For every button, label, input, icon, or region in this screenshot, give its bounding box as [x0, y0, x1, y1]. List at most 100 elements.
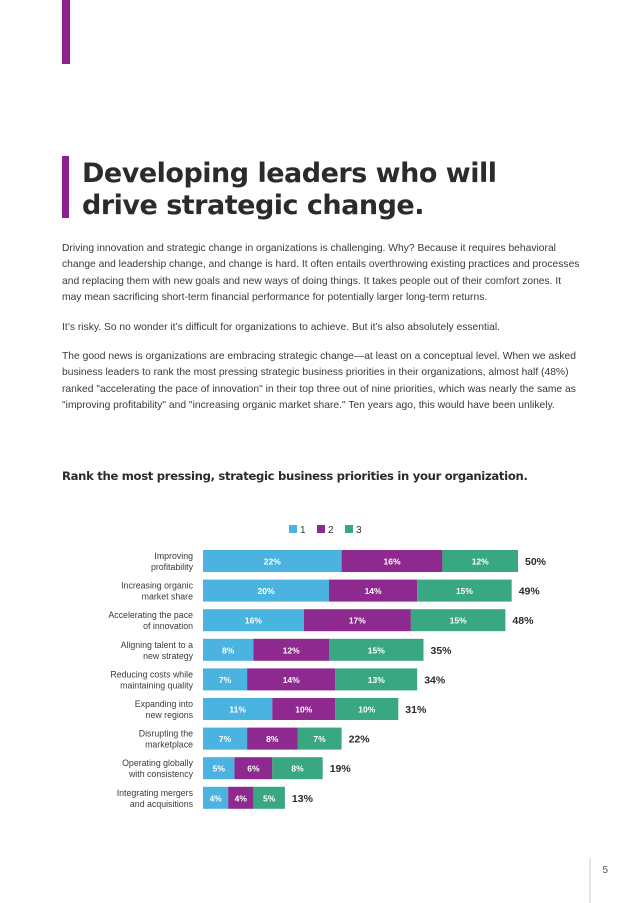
bar-segment [417, 579, 512, 602]
bar-segment [247, 668, 336, 691]
bar-value-label: 14% [283, 675, 300, 685]
paragraph: It’s risky. So no wonder it’s difficult … [62, 321, 501, 333]
bar-value-label: 12% [472, 557, 489, 567]
bar-total-label: 34% [424, 674, 446, 686]
bar-segment [303, 609, 411, 632]
category-label: marketplace [145, 740, 193, 750]
bar-value-label: 16% [383, 557, 400, 567]
page-number-rule [589, 858, 591, 903]
legend-swatch [317, 525, 325, 533]
category-label: Accelerating the pace [108, 610, 193, 620]
category-label: Increasing organic [121, 581, 193, 591]
category-label: maintaining quality [120, 680, 193, 690]
bar-value-label: 22% [264, 557, 281, 567]
bar-segment [203, 550, 342, 572]
bar-value-label: 7% [313, 734, 326, 744]
category-label: Integrating mergers [117, 788, 194, 798]
bar-segment [272, 698, 336, 720]
bar-total-label: 35% [431, 645, 453, 657]
bar-value-label: 10% [358, 705, 375, 715]
bar-value-label: 15% [456, 586, 473, 596]
category-label: Disrupting the [139, 729, 193, 739]
bar-segment [272, 757, 323, 780]
bar-total-label: 50% [525, 556, 547, 568]
bar-segment [253, 786, 285, 809]
bar-segment [203, 579, 329, 602]
title-line-2: drive strategic change. [82, 190, 425, 221]
bar-segment [203, 638, 254, 661]
category-label: Operating globally [122, 758, 194, 768]
bar-segment [442, 550, 518, 572]
bar-total-label: 49% [519, 586, 541, 598]
category-label: of innovation [143, 621, 193, 631]
bar-value-label: 17% [349, 616, 366, 626]
bar-value-label: 5% [263, 793, 276, 803]
bar-value-label: 11% [229, 705, 246, 715]
legend-label: 3 [356, 525, 362, 536]
bar-segment [335, 698, 399, 720]
bar-value-label: 14% [365, 586, 382, 596]
legend-label: 1 [300, 525, 306, 536]
bar-segment [335, 668, 418, 691]
bar-segment [234, 757, 273, 780]
title-accent-bar [62, 156, 69, 218]
bar-segment [247, 727, 298, 750]
bar-value-label: 4% [209, 793, 222, 803]
chart-heading: Rank the most pressing, strategic busine… [62, 469, 528, 483]
bar-segment [253, 638, 329, 661]
bar-value-label: 5% [213, 764, 226, 774]
category-label: with consistency [128, 769, 194, 779]
bar-total-label: 19% [330, 763, 352, 775]
bar-segment [410, 609, 506, 632]
bar-value-label: 20% [257, 586, 274, 596]
bar-value-label: 16% [245, 616, 262, 626]
category-label: Expanding into [135, 699, 193, 709]
bar-value-label: 4% [235, 793, 248, 803]
category-label: new strategy [143, 651, 193, 661]
bar-value-label: 7% [219, 675, 232, 685]
legend-swatch [345, 525, 353, 533]
bar-value-label: 7% [219, 734, 232, 744]
bar-value-label: 8% [266, 734, 279, 744]
paragraph: Driving innovation and strategic change … [62, 243, 580, 304]
top-accent-bar [62, 0, 70, 64]
bar-value-label: 13% [368, 675, 385, 685]
bar-segment [329, 638, 424, 661]
bar-value-label: 8% [291, 764, 304, 774]
bar-segment [329, 579, 418, 602]
bar-segment [341, 550, 443, 572]
legend-label: 2 [328, 525, 334, 536]
bar-value-label: 15% [368, 645, 385, 655]
bar-segment [228, 786, 254, 809]
category-label: new regions [146, 710, 194, 720]
category-label: market share [142, 592, 193, 602]
category-label: profitability [151, 562, 194, 572]
category-label: Aligning talent to a [121, 640, 193, 650]
legend-swatch [289, 525, 297, 533]
page-title: Developing leaders who will drive strate… [82, 158, 602, 222]
bar-segment [203, 786, 229, 809]
bar-segment [203, 698, 273, 720]
body-text: Driving innovation and strategic change … [62, 241, 582, 428]
paragraph: The good news is organizations are embra… [62, 351, 576, 412]
bar-value-label: 12% [283, 645, 300, 655]
bar-total-label: 31% [405, 704, 427, 716]
bar-segment [203, 668, 248, 691]
category-label: Improving [154, 551, 193, 561]
bar-segment [203, 609, 304, 632]
bar-value-label: 10% [295, 705, 312, 715]
bar-value-label: 15% [450, 616, 467, 626]
category-label: and acquisitions [130, 799, 194, 809]
page-number: 5 [602, 865, 608, 876]
bar-value-label: 8% [222, 645, 235, 655]
bar-total-label: 13% [292, 793, 314, 805]
bar-value-label: 6% [247, 764, 260, 774]
bar-segment [297, 727, 342, 750]
bar-segment [203, 727, 248, 750]
bar-segment [203, 757, 235, 780]
bar-total-label: 48% [512, 615, 534, 627]
title-line-1: Developing leaders who will [82, 158, 497, 189]
bar-total-label: 22% [349, 734, 371, 746]
category-label: Reducing costs while [110, 669, 193, 679]
